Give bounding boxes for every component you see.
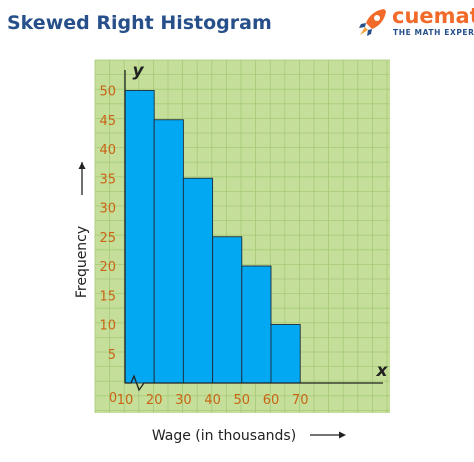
y-tick-label: 10 — [99, 319, 116, 334]
y-axis-letter: y — [132, 61, 144, 81]
y-axis-label-group: Frequency — [74, 162, 90, 298]
x-tick-labels: 10 20 30 40 50 60 70 — [117, 393, 309, 408]
y-tick-labels: 5 10 15 20 25 30 35 40 45 50 — [99, 85, 116, 363]
x-tick-label: 10 — [117, 393, 134, 408]
y-axis-label-arrow — [78, 162, 86, 195]
x-axis-letter: x — [376, 361, 389, 381]
x-tick-label: 60 — [263, 393, 280, 408]
histogram-bar — [124, 90, 155, 384]
brand-name: cuemath — [392, 4, 474, 28]
histogram-bar — [241, 265, 272, 384]
x-tick-label: 40 — [204, 393, 221, 408]
y-tick-label: 5 — [108, 348, 116, 363]
brand-tagline: THE MATH EXPERT — [393, 28, 474, 37]
y-tick-label: 25 — [99, 231, 116, 246]
y-tick-label: 20 — [99, 260, 116, 275]
chart-title: Skewed Right Histogram — [7, 12, 272, 34]
y-tick-label: 45 — [99, 114, 116, 129]
y-tick-label: 50 — [99, 85, 116, 100]
histogram-bar — [212, 236, 243, 384]
x-tick-label: 30 — [175, 393, 192, 408]
rocket-icon — [359, 9, 386, 36]
histogram-bar — [270, 324, 301, 384]
y-tick-label: 15 — [99, 289, 116, 304]
y-axis-label: Frequency — [74, 226, 90, 298]
y-tick-label: 30 — [99, 202, 116, 217]
axes-group — [124, 70, 383, 392]
x-axis-label: Wage (in thousands) — [152, 428, 296, 444]
x-tick-label: 50 — [234, 393, 251, 408]
x-tick-label: 70 — [292, 393, 309, 408]
origin-label: 0 — [109, 391, 117, 406]
histogram-bar — [153, 119, 184, 384]
x-axis-label-arrow — [310, 431, 346, 439]
x-tick-label: 20 — [146, 393, 163, 408]
x-axis-line — [125, 374, 383, 392]
cuemath-logo: cuemath THE MATH EXPERT — [356, 3, 474, 43]
y-tick-label: 40 — [99, 143, 116, 158]
histogram-bar — [182, 177, 214, 384]
bars-group — [124, 90, 301, 384]
y-tick-label: 35 — [99, 172, 116, 187]
